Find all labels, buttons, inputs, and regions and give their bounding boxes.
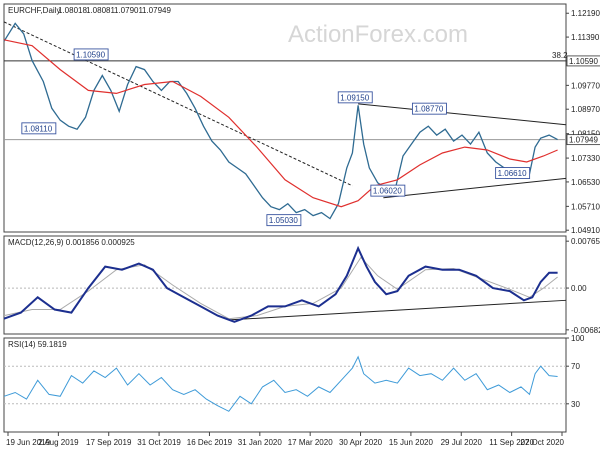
- macd-panel: MACD(12,26,9) 0.001856 0.000925 0.007655…: [3, 235, 600, 335]
- price-panel: EURCHF,Daily 1.08018 1.08081 1.07901 1.0…: [3, 3, 600, 235]
- price-annotation-label: 1.06610: [498, 169, 527, 178]
- macd-y-tick-label: 0.007655: [571, 237, 600, 246]
- x-tick-label: 19 Jun 2019: [6, 438, 51, 447]
- macd-y-axis: 0.007655 0.00 -0.006822: [566, 237, 600, 335]
- x-tick-label: 2 Aug 2019: [38, 438, 79, 447]
- price-y-tick-label: 1.06530: [571, 178, 600, 187]
- ticker-label: EURCHF,Daily: [8, 6, 60, 15]
- price-y-tick-label: 1.08970: [571, 105, 600, 114]
- price-y-tick-label: 1.04910: [571, 226, 600, 235]
- x-tick-label: 17 Sep 2019: [86, 438, 132, 447]
- x-tick-label: 27 Oct 2020: [520, 438, 564, 447]
- rsi-title: RSI(14) 59.1819: [8, 340, 67, 349]
- macd-title: MACD(12,26,9) 0.001856 0.000925: [8, 238, 135, 247]
- price-annotations: 1.10590 1.08110 1.09150 1.08770 1.06020 1.066…: [21, 48, 531, 227]
- macd-series-layer: [3, 245, 567, 323]
- macd-line: [3, 245, 558, 323]
- price-trendline: [383, 177, 567, 199]
- price-annotation-label: 1.08770: [414, 105, 443, 114]
- x-tick-label: 29 Jul 2020: [441, 438, 483, 447]
- x-tick-label: 16 Dec 2019: [187, 438, 233, 447]
- price-y-tick-label: 1.07330: [571, 154, 600, 163]
- price-annotation-box: [411, 102, 447, 115]
- ohlc-close: 1.07949: [142, 6, 171, 15]
- price-annotation-box: [337, 91, 373, 104]
- fib-level-price-box: [566, 55, 600, 67]
- price-annotation-label: 1.08110: [24, 124, 53, 133]
- x-tick-label: 31 Jan 2020: [238, 438, 283, 447]
- price-annotation-label: 1.09150: [340, 93, 369, 102]
- rsi-y-tick-label: 70: [571, 362, 580, 371]
- fib-tag-label: 38.2: [552, 51, 568, 60]
- price-y-tick-label: 1.12190: [571, 9, 600, 18]
- x-tick-label: 11 Sep 2020: [489, 438, 534, 447]
- price-annotation-box: [495, 167, 531, 179]
- rsi-line: [3, 355, 558, 412]
- ohlc-low: 1.07901: [114, 6, 143, 15]
- current-price-box: [566, 134, 600, 146]
- rsi-y-tick-label: 30: [571, 400, 580, 409]
- moving-average-line: [3, 39, 558, 208]
- price-trendline: [358, 103, 567, 126]
- watermark: ActionForex.com: [288, 21, 468, 48]
- fib-level-price-label: 1.10590: [569, 57, 598, 66]
- rsi-series-layer: [3, 355, 566, 412]
- price-annotation-box: [266, 214, 302, 227]
- ohlc-high: 1.08081: [86, 6, 115, 15]
- price-annotation-label: 1.10590: [76, 50, 105, 59]
- price-annotation-label: 1.06020: [373, 187, 402, 196]
- ohlc-open: 1.08018: [58, 6, 87, 15]
- price-y-tick-label: 1.09770: [571, 81, 600, 90]
- x-tick-label: 31 Oct 2019: [137, 438, 181, 447]
- price-series-line: [3, 22, 558, 220]
- x-tick-label: 17 Mar 2020: [288, 438, 333, 447]
- price-y-tick-label: 1.08150: [571, 130, 600, 139]
- rsi-panel: RSI(14) 59.1819 100 70 30: [3, 334, 585, 433]
- price-annotation-box: [21, 122, 57, 135]
- price-y-tick-label: 1.11390: [571, 33, 600, 42]
- rsi-y-tick-label: 100: [571, 334, 585, 343]
- current-price-label: 1.07949: [569, 136, 598, 145]
- x-tick-label: 30 Apr 2020: [339, 438, 383, 447]
- rsi-y-axis: 100 70 30: [566, 334, 585, 409]
- price-annotation-box: [73, 48, 109, 61]
- macd-panel-frame: [3, 235, 567, 335]
- x-tick-label: 15 Jun 2020: [389, 438, 434, 447]
- price-trendline: [3, 21, 353, 187]
- macd-trendline: [228, 299, 567, 321]
- price-annotation-label: 1.05030: [269, 216, 298, 225]
- rsi-panel-frame: [3, 337, 567, 433]
- macd-y-tick-label: 0.00: [571, 284, 587, 293]
- price-annotation-box: [370, 184, 406, 197]
- price-panel-frame: [3, 3, 567, 233]
- price-y-tick-label: 1.05710: [571, 202, 600, 211]
- macd-y-tick-label: -0.006822: [571, 326, 600, 335]
